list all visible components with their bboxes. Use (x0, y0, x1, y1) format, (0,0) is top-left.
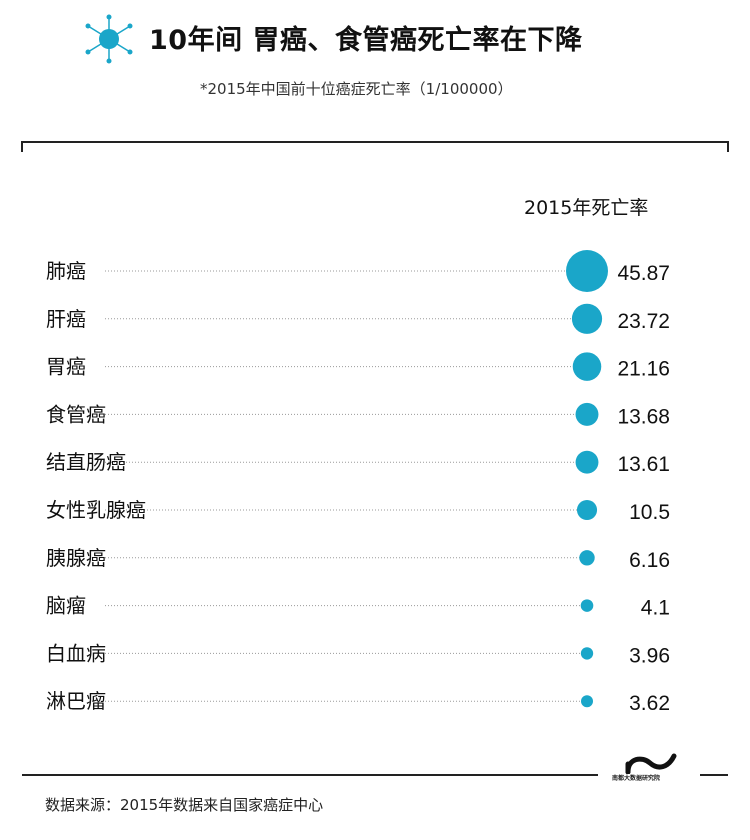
value-label: 6.16 (629, 549, 670, 572)
data-bubble (580, 599, 594, 612)
value-label: 45.87 (617, 262, 670, 285)
category-label: 女性乳腺癌 (46, 498, 146, 522)
category-label: 胰腺癌 (46, 546, 106, 570)
value-label: 4.1 (641, 597, 670, 620)
data-source-note: 数据来源：2015年数据来自国家癌症中心 (45, 796, 324, 814)
category-label: 肝癌 (46, 307, 86, 331)
value-label: 21.16 (617, 358, 670, 381)
data-bubble (579, 550, 595, 566)
value-label: 3.96 (629, 644, 670, 667)
brand-logo-icon (625, 753, 677, 774)
data-bubble (571, 303, 603, 334)
category-label: 胃癌 (46, 355, 86, 379)
value-label: 10.5 (629, 501, 670, 524)
value-label: 3.62 (629, 692, 670, 715)
category-label: 淋巴瘤 (46, 689, 106, 713)
brand-name: 南都大数据研究院 (612, 775, 661, 782)
category-label: 脑瘤 (46, 594, 86, 618)
category-label: 结直肠癌 (46, 450, 126, 474)
category-label: 白血病 (46, 641, 106, 665)
chart-subtitle: *2015年中国前十位癌症死亡率（1/100000） (200, 80, 513, 98)
value-label: 13.68 (617, 405, 670, 428)
chart-title: 10年间 胃癌、食管癌死亡率在下降 (149, 25, 583, 56)
data-bubble (566, 250, 608, 292)
data-bubble (572, 352, 602, 381)
data-bubble (575, 402, 599, 426)
category-label: 肺癌 (46, 259, 86, 283)
data-bubble (580, 647, 594, 660)
value-label: 23.72 (617, 310, 670, 333)
value-label: 13.61 (617, 453, 670, 476)
data-bubble (581, 695, 593, 708)
data-bubble (575, 450, 599, 474)
column-header: 2015年死亡率 (524, 197, 649, 219)
category-label: 食管癌 (46, 402, 106, 426)
data-bubble (576, 499, 598, 521)
network-node-icon (85, 14, 133, 64)
